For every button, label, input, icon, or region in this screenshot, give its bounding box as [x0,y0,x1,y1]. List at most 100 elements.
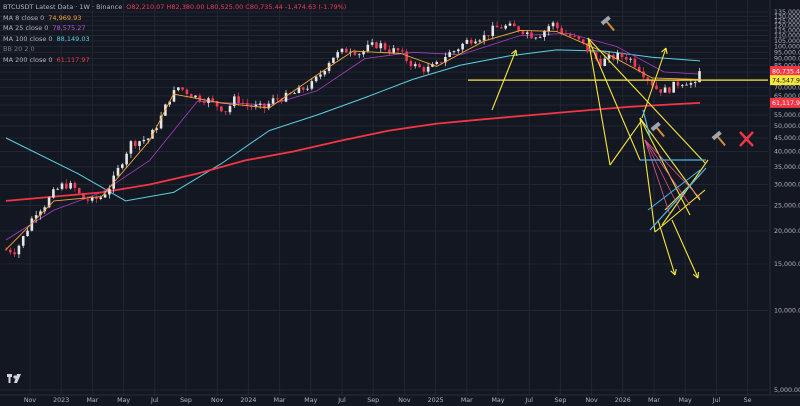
candle[interactable] [693,80,697,88]
candle[interactable] [69,180,72,190]
down-arrow-a-head-b[interactable] [674,269,677,276]
candle[interactable] [73,181,77,192]
down-arrow-a-head-a[interactable] [670,270,676,276]
candle[interactable] [301,86,305,93]
candle[interactable] [366,40,370,53]
candle[interactable] [340,48,344,54]
fan-line-pink-2[interactable] [644,139,681,211]
channel-blue-spike[interactable] [642,109,651,138]
candle[interactable] [551,20,555,30]
candle[interactable] [482,30,486,45]
candle[interactable] [383,41,387,51]
candle[interactable] [129,139,133,159]
candle[interactable] [543,30,546,41]
candle[interactable] [530,30,533,39]
wedge-line-8[interactable] [654,189,706,233]
candle[interactable] [220,106,223,113]
candle[interactable] [293,91,296,94]
hammer-icon[interactable] [711,130,729,149]
candle[interactable] [142,135,146,144]
candle[interactable] [181,87,184,92]
candle[interactable] [396,47,400,54]
candle[interactable] [237,92,240,106]
up-arrow-left-head-b[interactable] [511,49,517,55]
wedge-line-7[interactable] [639,117,691,216]
ma200-price-tag[interactable]: 61,117.97 [770,97,800,108]
candle[interactable] [495,21,499,28]
candle[interactable] [629,57,632,63]
wedge-line-5[interactable] [639,117,656,233]
candle[interactable] [676,79,680,89]
candle[interactable] [620,51,624,61]
candle[interactable] [633,56,637,69]
ma25-line[interactable] [5,33,701,241]
candle[interactable] [332,57,335,64]
candle[interactable] [663,84,667,93]
candle[interactable] [375,41,378,49]
candle[interactable] [577,35,581,42]
candle[interactable] [314,75,318,83]
candle[interactable] [392,44,395,55]
candle[interactable] [254,100,258,110]
candle[interactable] [491,21,495,40]
candle[interactable] [245,98,249,110]
hammer-icon[interactable] [650,121,668,140]
candle[interactable] [525,30,529,39]
candle[interactable] [177,87,180,92]
candle[interactable] [344,47,348,53]
candle[interactable] [271,94,275,106]
candle[interactable] [624,53,628,63]
candle[interactable] [400,47,404,53]
wedge-line-1[interactable] [587,37,611,166]
candle[interactable] [99,195,103,201]
up-arrow-left-shaft[interactable] [491,49,517,111]
candle[interactable] [487,35,490,40]
candle[interactable] [228,104,232,115]
candle[interactable] [508,20,512,27]
candle[interactable] [461,42,464,53]
candle[interactable] [547,23,551,36]
candle[interactable] [534,36,538,40]
candle[interactable] [65,179,68,190]
current-price-tag[interactable]: 80,735.44 [770,65,800,76]
candle[interactable] [138,140,141,151]
candle[interactable] [323,70,327,77]
time-axis[interactable]: Nov 2023 Mar May Jul Sep Nov 2024 Mar May Jul Sep No… [24,397,752,404]
candle[interactable] [370,38,374,47]
candle[interactable] [189,93,193,98]
candle[interactable] [413,61,417,69]
candle[interactable] [448,49,451,58]
candle[interactable] [668,86,671,94]
hammer-icon[interactable] [600,15,618,34]
candle[interactable] [34,210,38,223]
candle[interactable] [116,164,120,179]
candle[interactable] [9,247,12,255]
candle[interactable] [276,94,279,103]
candle[interactable] [521,29,525,37]
down-arrow-b-shaft[interactable] [671,219,699,279]
fan-line-pink-0[interactable] [644,139,701,199]
wedge-line-3[interactable] [587,37,706,164]
candle[interactable] [185,88,189,98]
candle[interactable] [568,32,572,38]
candle[interactable] [297,85,301,94]
up-arrow-right-head-b[interactable] [661,47,667,53]
candle[interactable] [517,25,520,33]
candle[interactable] [224,111,227,115]
candle[interactable] [379,40,383,53]
candle[interactable] [133,139,137,149]
price-axis[interactable]: 135,000.00130,000.00125,000.00120,000.00… [774,9,800,394]
down-arrow-b-head-a[interactable] [692,273,699,279]
candle[interactable] [409,59,413,71]
candle[interactable] [538,35,542,39]
level-price-tag[interactable]: 74,547.92 [770,75,800,86]
candle[interactable] [353,49,357,57]
up-arrow-left-head-a[interactable] [515,49,518,57]
candle[interactable] [198,93,202,104]
candle[interactable] [422,65,426,76]
candle[interactable] [202,97,206,105]
candle[interactable] [478,39,482,44]
candle[interactable] [512,20,516,27]
